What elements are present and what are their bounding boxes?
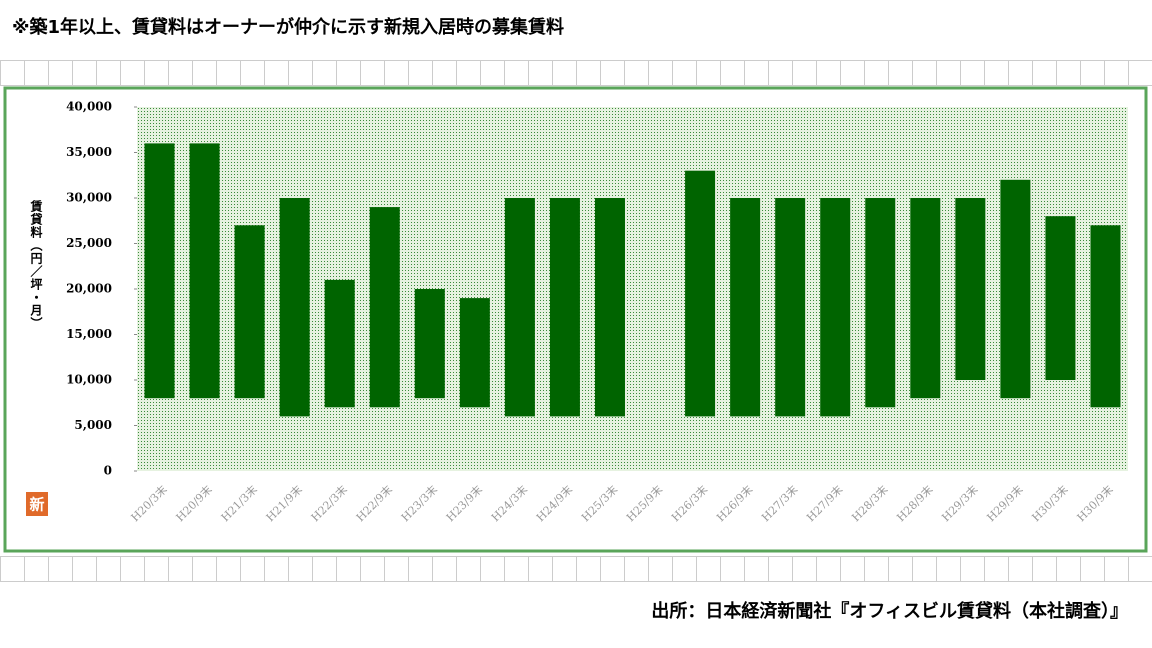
logo: 新 bbox=[29, 496, 44, 514]
range-bar bbox=[279, 198, 310, 417]
range-bar bbox=[189, 143, 220, 399]
source: 出所：日本経済新聞社『オフィスビル賃貸料（本社調査）』 bbox=[651, 600, 1128, 622]
range-bar bbox=[594, 198, 625, 417]
y-tick-label: 5,000 bbox=[74, 418, 112, 432]
range-bar bbox=[685, 170, 716, 417]
range-bar bbox=[1000, 179, 1031, 399]
range-bar bbox=[549, 198, 580, 417]
range-bar bbox=[504, 198, 535, 417]
range-bar bbox=[1045, 216, 1076, 380]
range-bar bbox=[324, 279, 355, 408]
y-tick-label: 0 bbox=[104, 464, 112, 478]
range-bar bbox=[955, 198, 986, 380]
range-bar bbox=[459, 298, 490, 408]
y-tick-label: 30,000 bbox=[66, 191, 112, 205]
range-bar bbox=[369, 207, 400, 408]
range-bar bbox=[775, 198, 806, 417]
y-tick-label: 15,000 bbox=[66, 327, 112, 341]
range-bar bbox=[234, 225, 265, 399]
range-bar bbox=[865, 198, 896, 408]
y-tick-label: 10,000 bbox=[66, 373, 112, 387]
range-bar bbox=[144, 143, 175, 399]
note: ※築1年以上、賃貸料はオーナーが仲介に示す新規入居時の募集賃料 bbox=[12, 16, 564, 38]
y-tick-label: 35,000 bbox=[66, 145, 112, 159]
y-tick-label: 40,000 bbox=[66, 100, 112, 114]
y-axis-label: 賃貸料（円／坪・月） bbox=[29, 200, 43, 330]
range-bar bbox=[730, 198, 761, 417]
range-bar bbox=[910, 198, 941, 399]
y-tick-label: 20,000 bbox=[66, 282, 112, 296]
range-bar bbox=[1090, 225, 1121, 408]
sheet-cells bbox=[0, 556, 1152, 582]
sheet-cells bbox=[0, 60, 1152, 86]
logo-box bbox=[26, 492, 48, 516]
range-bar bbox=[820, 198, 851, 417]
range-bar bbox=[414, 289, 445, 399]
y-tick-label: 25,000 bbox=[66, 236, 112, 250]
